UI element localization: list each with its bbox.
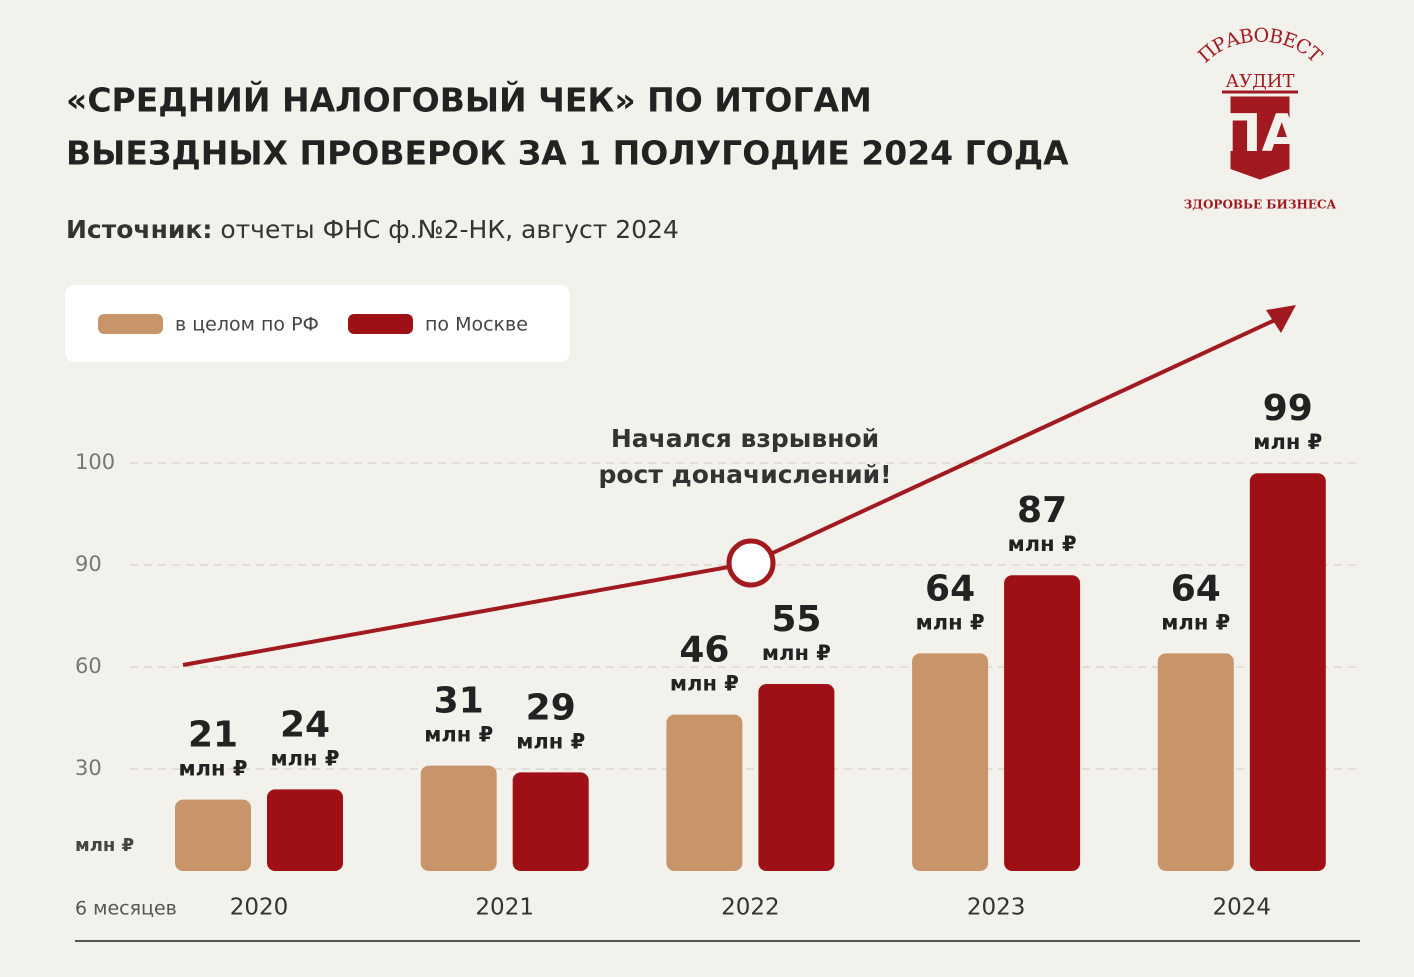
legend-label: по Москве <box>425 314 528 336</box>
trend-arrowhead <box>1266 305 1296 333</box>
legend-swatch <box>98 314 163 334</box>
value-unit: млн ₽ <box>1253 430 1322 454</box>
logo-tagline: ЗДОРОВЬЕ БИЗНЕСА <box>1184 198 1337 212</box>
bar <box>420 765 497 871</box>
bar <box>1249 473 1326 871</box>
value-label: 87 <box>1017 490 1067 531</box>
bar <box>512 772 589 871</box>
value-label: 64 <box>1171 568 1221 609</box>
value-label: 24 <box>280 704 330 745</box>
title-line: «СРЕДНИЙ НАЛОГОВЫЙ ЧЕК» ПО ИТОГАМ <box>66 80 872 120</box>
legend-label: в целом по РФ <box>175 314 319 336</box>
value-label: 21 <box>188 715 238 756</box>
source-text: отчеты ФНС ф.№2-НК, август 2024 <box>220 215 679 244</box>
y-tick-label: 100 <box>75 450 115 474</box>
y-tick-label: 30 <box>75 756 102 780</box>
legend-box <box>65 285 570 362</box>
value-label: 99 <box>1263 388 1313 429</box>
value-unit: млн ₽ <box>179 757 248 781</box>
x-axis-label: 6 месяцев <box>75 898 177 920</box>
bar <box>175 799 251 871</box>
trend-marker <box>726 538 776 588</box>
value-unit: млн ₽ <box>271 746 340 770</box>
source: Источник: отчеты ФНС ф.№2-НК, август 2024 <box>66 215 679 244</box>
annotation: рост доначислений! <box>598 460 891 489</box>
value-unit: млн ₽ <box>1008 532 1077 556</box>
y-tick-label: 90 <box>75 552 102 576</box>
x-tick-label: 2023 <box>967 895 1026 921</box>
bar <box>1004 575 1081 871</box>
value-label: 55 <box>771 599 821 640</box>
bar <box>666 714 743 871</box>
chart: 30 60 90 100 млн ₽ 6 месяцев в целом по РФ по М… <box>75 305 1360 942</box>
value-unit: млн ₽ <box>916 610 985 634</box>
bar <box>912 653 989 871</box>
logo-shield <box>1222 90 1298 180</box>
value-unit: млн ₽ <box>1161 610 1230 634</box>
value-unit: млн ₽ <box>424 723 493 747</box>
source-label: Источник: <box>66 215 212 244</box>
x-tick-label: 2021 <box>475 895 534 921</box>
value-unit: млн ₽ <box>762 641 831 665</box>
y-tick-label: 60 <box>75 654 102 678</box>
x-tick-label: 2020 <box>230 895 289 921</box>
value-label: 46 <box>679 630 729 671</box>
annotation: Начался взрывной <box>611 424 879 453</box>
value-label: 29 <box>526 687 576 728</box>
logo-sub: АУДИТ <box>1226 71 1295 92</box>
value-unit: млн ₽ <box>516 729 585 753</box>
logo-monogram: ПА <box>1218 104 1302 164</box>
bar <box>758 684 835 871</box>
bar <box>1157 653 1234 871</box>
value-label: 31 <box>434 681 484 722</box>
x-tick-label: 2022 <box>721 895 780 921</box>
title-line: ВЫЕЗДНЫХ ПРОВЕРОК ЗА 1 ПОЛУГОДИЕ 2024 ГО… <box>66 134 1069 173</box>
legend-swatch <box>348 314 413 334</box>
x-tick-label: 2024 <box>1213 895 1272 921</box>
bar <box>267 789 343 871</box>
y-unit-label: млн ₽ <box>75 835 134 856</box>
value-label: 64 <box>925 568 975 609</box>
value-unit: млн ₽ <box>670 672 739 696</box>
